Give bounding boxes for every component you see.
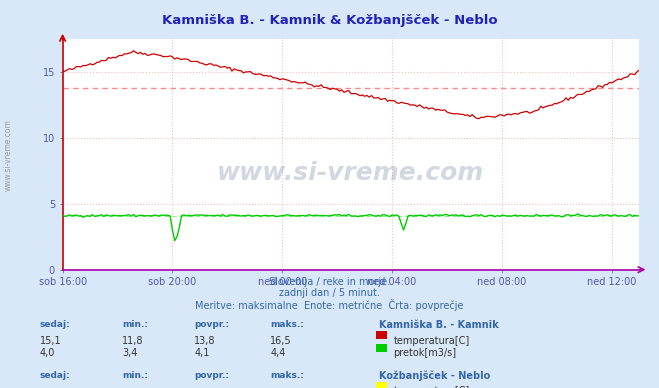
Text: -nan: -nan — [40, 386, 61, 388]
Text: 15,1: 15,1 — [40, 336, 61, 346]
Text: sedaj:: sedaj: — [40, 371, 71, 380]
Text: 4,0: 4,0 — [40, 348, 55, 359]
Text: 13,8: 13,8 — [194, 336, 216, 346]
Text: povpr.:: povpr.: — [194, 320, 229, 329]
Text: Kožbanjšček - Neblo: Kožbanjšček - Neblo — [379, 371, 490, 381]
Text: temperatura[C]: temperatura[C] — [393, 386, 470, 388]
Text: -nan: -nan — [122, 386, 144, 388]
Text: -nan: -nan — [270, 386, 292, 388]
Text: zadnji dan / 5 minut.: zadnji dan / 5 minut. — [279, 288, 380, 298]
Text: Meritve: maksimalne  Enote: metrične  Črta: povprečje: Meritve: maksimalne Enote: metrične Črta… — [195, 299, 464, 311]
Text: min.:: min.: — [122, 320, 148, 329]
Text: -nan: -nan — [194, 386, 216, 388]
Text: 3,4: 3,4 — [122, 348, 137, 359]
Text: min.:: min.: — [122, 371, 148, 380]
Text: Kamniška B. - Kamnik: Kamniška B. - Kamnik — [379, 320, 499, 330]
Text: 4,1: 4,1 — [194, 348, 210, 359]
Text: Kamniška B. - Kamnik & Kožbanjšček - Neblo: Kamniška B. - Kamnik & Kožbanjšček - Neb… — [161, 14, 498, 27]
Text: pretok[m3/s]: pretok[m3/s] — [393, 348, 457, 359]
Text: 16,5: 16,5 — [270, 336, 292, 346]
Text: 4,4: 4,4 — [270, 348, 285, 359]
Text: temperatura[C]: temperatura[C] — [393, 336, 470, 346]
Text: www.si-vreme.com: www.si-vreme.com — [217, 161, 484, 185]
Text: 11,8: 11,8 — [122, 336, 144, 346]
Text: maks.:: maks.: — [270, 371, 304, 380]
Text: povpr.:: povpr.: — [194, 371, 229, 380]
Text: sedaj:: sedaj: — [40, 320, 71, 329]
Text: Slovenija / reke in morje.: Slovenija / reke in morje. — [269, 277, 390, 288]
Text: maks.:: maks.: — [270, 320, 304, 329]
Text: www.si-vreme.com: www.si-vreme.com — [4, 119, 13, 191]
